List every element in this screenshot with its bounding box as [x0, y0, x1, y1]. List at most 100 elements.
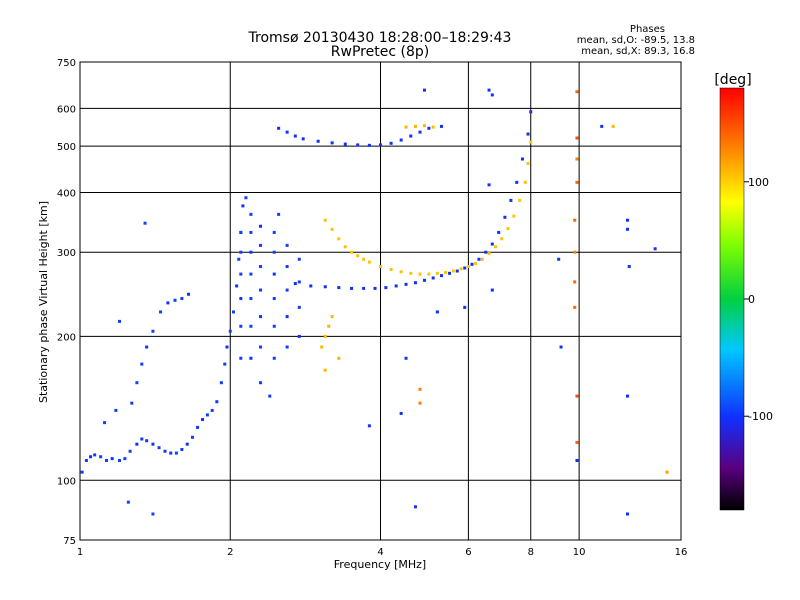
data-point: [520, 157, 524, 161]
y-tick-label: 600: [57, 104, 76, 115]
data-point: [272, 272, 276, 276]
data-point: [272, 324, 276, 328]
data-point: [151, 442, 155, 446]
data-point: [323, 218, 327, 222]
data-point: [249, 356, 253, 360]
data-point: [140, 362, 144, 366]
data-point: [418, 401, 422, 405]
data-point: [512, 214, 516, 218]
data-point: [272, 250, 276, 254]
colorbar-ticks: 100 0 -100: [744, 176, 773, 423]
data-point: [114, 408, 118, 412]
colorbar: [719, 87, 745, 511]
colorbar-tick-label: 100: [748, 176, 769, 189]
data-point: [394, 284, 398, 288]
data-point: [509, 198, 513, 202]
x-tick-label: 4: [377, 547, 383, 558]
data-point: [379, 265, 382, 269]
data-point: [600, 124, 604, 128]
data-point: [413, 505, 417, 509]
data-point: [399, 270, 403, 274]
data-point: [123, 457, 127, 461]
data-point: [285, 345, 289, 349]
x-tick-label: 1: [77, 547, 83, 558]
data-point: [103, 421, 107, 425]
data-point: [239, 250, 243, 254]
data-point: [151, 329, 155, 333]
data-point: [500, 237, 504, 241]
data-point: [343, 245, 347, 249]
data-point: [379, 143, 382, 147]
data-point: [219, 381, 223, 385]
data-point: [573, 218, 577, 222]
data-point: [526, 132, 530, 136]
data-point: [259, 288, 263, 292]
data-point: [205, 413, 209, 417]
data-point: [356, 254, 360, 258]
data-point: [239, 230, 243, 234]
data-point: [404, 125, 408, 129]
y-tick-label: 400: [57, 188, 76, 199]
data-point: [494, 245, 498, 249]
data-point: [490, 242, 494, 246]
data-point: [272, 356, 276, 360]
data-point: [448, 271, 452, 275]
data-point: [440, 274, 444, 278]
colorbar-tick-label: 0: [748, 293, 755, 306]
data-point: [490, 93, 494, 97]
data-point: [497, 230, 501, 234]
data-point: [285, 288, 289, 292]
data-point: [575, 394, 579, 398]
data-point: [487, 183, 491, 187]
data-point: [145, 345, 149, 349]
data-point: [277, 126, 281, 130]
x-tick-label: 16: [675, 547, 688, 558]
data-point: [249, 230, 253, 234]
colorbar-label: [deg]: [714, 72, 751, 88]
data-point: [480, 257, 484, 261]
data-point: [350, 250, 354, 254]
data-point: [228, 329, 232, 333]
stats-line-o: mean, sd,O: -89.5, 13.8: [577, 35, 695, 46]
data-point: [625, 227, 629, 231]
data-point: [190, 435, 194, 439]
data-point: [277, 212, 281, 216]
data-point: [249, 272, 253, 276]
x-tick-labels: 1 2 4 6 8 10 16: [77, 547, 688, 558]
data-point: [285, 130, 289, 134]
data-point: [231, 310, 235, 314]
data-point: [259, 243, 263, 247]
data-point: [422, 88, 426, 92]
data-point: [529, 110, 533, 114]
data-point: [327, 324, 331, 328]
data-point: [389, 141, 393, 145]
chart-subtitle: RwPretec (8p): [331, 44, 429, 60]
data-point: [575, 90, 579, 94]
data-point: [89, 455, 93, 459]
data-point: [104, 458, 108, 462]
data-point: [477, 257, 481, 261]
data-point: [166, 301, 170, 305]
x-tick-label: 6: [465, 547, 471, 558]
data-point: [244, 196, 248, 200]
data-point: [297, 305, 301, 309]
data-point: [330, 141, 334, 145]
data-point: [399, 138, 403, 142]
data-point: [559, 345, 563, 349]
data-point: [316, 139, 320, 143]
data-point: [418, 387, 422, 391]
data-point: [484, 250, 488, 254]
data-point: [573, 280, 577, 284]
x-tick-label: 2: [227, 547, 233, 558]
y-tick-label: 300: [57, 248, 76, 259]
data-point: [285, 243, 289, 247]
data-point: [350, 286, 354, 290]
data-point: [285, 315, 289, 319]
data-point: [241, 204, 245, 208]
data-point: [573, 250, 577, 254]
data-point: [337, 237, 341, 241]
data-point: [180, 447, 184, 451]
data-point: [110, 457, 114, 461]
data-points: [80, 88, 669, 516]
